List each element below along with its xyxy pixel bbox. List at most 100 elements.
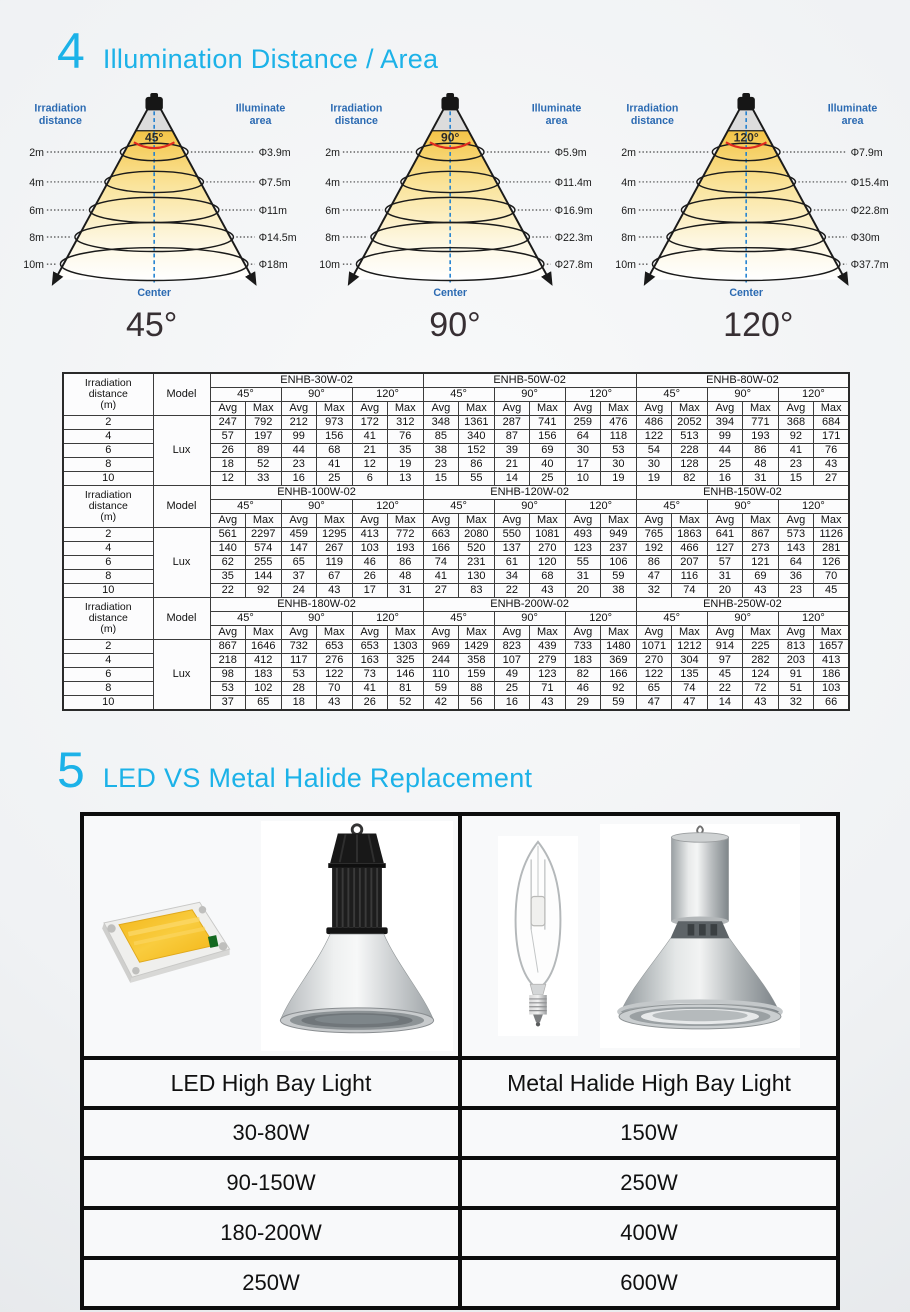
distance-value: 2 [62,415,154,430]
area-label: Φ18m [259,259,288,271]
lux-value: 30 [600,457,637,472]
model-name: ENHB-50W-02 [422,372,637,388]
lux-value: 86 [387,555,424,570]
beam-angle-row: 45° 90° 120° [0,306,910,345]
lux-value: 513 [671,429,708,444]
lux-value: 57 [706,555,744,570]
lux-value: 47 [635,695,673,711]
led-column-header: LED High Bay Light [80,1056,462,1110]
avg-header: Avg [351,401,388,416]
irradiation-distance-header: Irradiation distance (m) [62,372,154,416]
lux-value: 49 [493,667,531,682]
lux-value: 733 [564,639,602,654]
avg-header: Avg [280,401,317,416]
lux-value: 147 [280,541,317,556]
lux-value: 439 [529,639,566,654]
angle-arc [133,141,175,150]
lux-value: 40 [529,457,566,472]
model-name: ENHB-180W-02 [209,597,424,612]
lux-value: 65 [245,695,282,711]
lux-value: 76 [387,429,424,444]
led-wattage: 250W [80,1256,462,1310]
lux-value: 48 [387,569,424,584]
max-header: Max [671,625,708,640]
lux-value: 771 [742,415,779,430]
lux-value: 73 [351,667,388,682]
lux-value: 13 [387,471,424,486]
avg-header: Avg [564,625,602,640]
lux-value: 276 [316,653,353,668]
irradiation-distance-header: Irradiation distance (m) [62,485,154,528]
illuminate-area-label: Illuminate area [532,102,582,127]
lux-value: 12 [351,457,388,472]
lux-data-row: 6 26 89 44 68 21 35 38 152 39 69 30 53 54 228 44 86 41 76 [62,443,850,458]
lux-value: 156 [529,429,566,444]
beam-ellipse [59,246,249,282]
lux-value: 325 [387,653,424,668]
lux-value: 228 [671,443,708,458]
distance-label: 8m [325,232,340,244]
distance-value: 4 [62,541,154,556]
lux-value: 64 [564,429,602,444]
beam-angle-90: 90° [429,306,481,344]
angle-header: 90° [493,387,566,402]
lux-data-row: 10 12 33 16 25 6 13 15 55 14 25 10 19 19 82 16 31 15 27 [62,471,850,486]
angle-header: 120° [564,611,637,626]
lux-value: 26 [209,443,246,458]
lux-value: 86 [635,555,673,570]
lux-value: 358 [458,653,495,668]
distance-value: 4 [62,653,154,668]
lux-value: 15 [422,471,460,486]
lux-value: 412 [245,653,282,668]
lux-value: 68 [316,443,353,458]
model-name: ENHB-250W-02 [635,597,850,612]
lux-value: 122 [635,667,673,682]
avg-header: Avg [280,625,317,640]
beam-ellipse [119,142,189,162]
lux-value: 31 [706,569,744,584]
lux-value: 520 [458,541,495,556]
lux-data-row: 2 Lux 561 2297 459 1295 413 772 663 2080 550 1081 49… [62,527,850,598]
lux-value: 37 [209,695,246,711]
distance-value: 8 [62,681,154,696]
lux-value: 71 [529,681,566,696]
max-header: Max [387,513,424,528]
lux-value: 123 [564,541,602,556]
lux-value: 166 [422,541,460,556]
lux-value: 118 [600,429,637,444]
lux-value: 135 [671,667,708,682]
lux-value: 186 [813,667,850,682]
lux-value: 20 [706,583,744,598]
lux-value: 67 [316,569,353,584]
lux-value: 46 [351,555,388,570]
max-header: Max [813,401,850,416]
lux-value: 38 [422,443,460,458]
lux-value: 19 [600,471,637,486]
lux-value: 19 [387,457,424,472]
distance-value: 10 [62,695,154,711]
lux-value: 279 [529,653,566,668]
lux-value: 143 [777,541,815,556]
lux-value: 18 [280,695,317,711]
lux-value: 38 [600,583,637,598]
beam-ellipse [696,170,797,194]
distance-value: 2 [62,527,154,542]
metal-halide-fixture-image [600,824,800,1048]
product-images-row [80,812,840,1060]
angle-header: 120° [351,387,424,402]
lux-value: 867 [209,639,246,654]
max-header: Max [458,401,495,416]
angle-header: 90° [706,499,779,514]
lux-value: 146 [387,667,424,682]
beam-ellipse [104,170,205,194]
lux-value: 81 [387,681,424,696]
lux-value: 14 [493,471,531,486]
lux-value: 86 [742,443,779,458]
distance-label: 4m [325,177,340,189]
section5-number: 5 [57,742,85,798]
cone-diagram-1: 2m Φ5.9m 4m Φ11.4m 6m Φ16.9m 8m Φ22.3m 10m Φ27.8m… [319,93,593,299]
lux-value: 27 [422,583,460,598]
angle-header: 45° [635,611,708,626]
avg-header: Avg [422,513,460,528]
avg-header: Avg [209,513,246,528]
